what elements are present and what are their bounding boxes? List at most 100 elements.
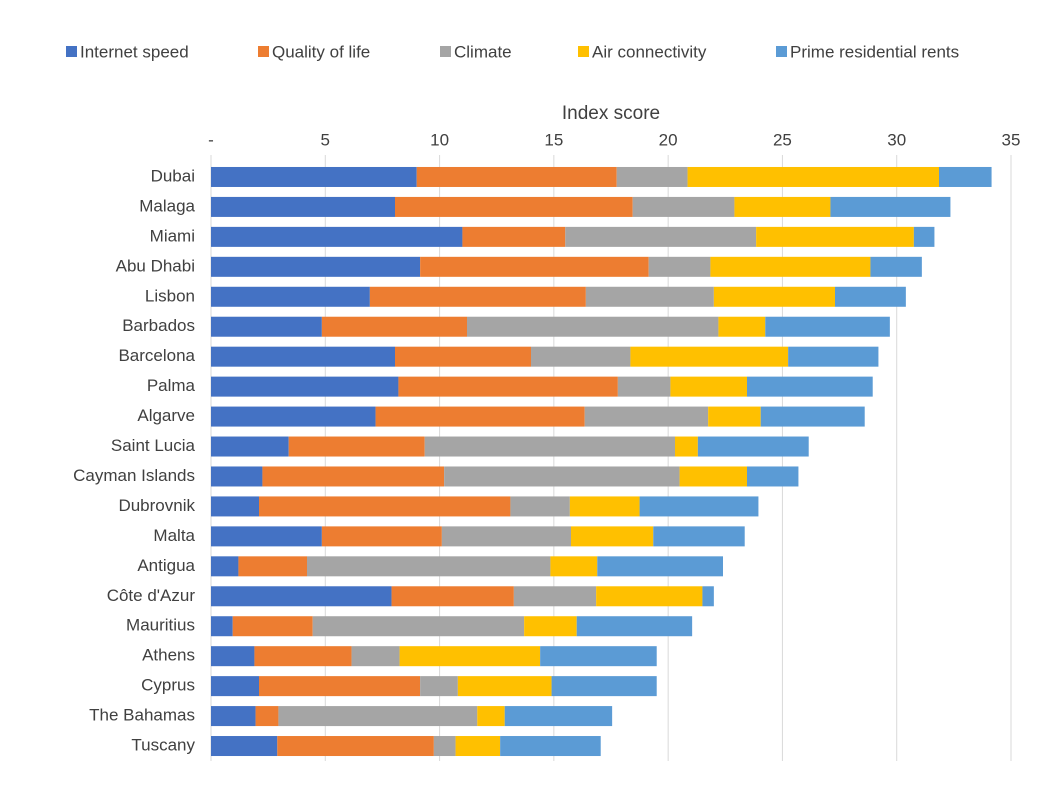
bar-segment [765,316,890,337]
bar-segment [232,616,313,637]
bar-segment [255,706,279,727]
bar-segment [211,406,376,427]
y-tick-label: Malta [153,526,195,545]
bar-segment [596,586,703,607]
bar-segment [398,376,618,397]
legend-label: Quality of life [272,42,370,61]
bar-segment [238,556,307,577]
bar-segment [444,466,680,487]
y-tick-label: Cyprus [141,676,195,695]
y-tick-label: Malaga [139,196,195,215]
legend-label: Internet speed [80,42,189,61]
bar-segment [351,646,400,667]
bar-segment [675,436,698,457]
bar-segment [734,196,831,217]
bar-segment [369,286,586,307]
bar-segment [477,706,505,727]
bar-segment [756,226,914,247]
bar-segment [211,556,239,577]
y-tick-label: Lisbon [145,286,195,305]
y-tick-label: Cayman Islands [73,466,195,485]
bar-segment [211,436,289,457]
bar-segment [211,346,395,367]
bar-segment [718,316,766,337]
bar-segment [211,286,370,307]
bar-segment [455,736,501,757]
bar-segment [500,736,601,757]
x-tick-label: 10 [430,130,449,149]
y-tick-label: Mauritius [126,616,195,635]
bar-segment [524,616,577,637]
bar-segment [531,346,631,367]
bar-segment [788,346,879,367]
bar-segment [259,496,511,517]
bar-segment [639,496,759,517]
bar-segment [540,646,657,667]
bar-segment [584,406,709,427]
bar-segment [312,616,525,637]
bar-segment [835,286,906,307]
bar-segment [399,646,541,667]
y-tick-label: Côte d'Azur [107,586,196,605]
y-tick-label: Miami [150,226,195,245]
bar-segment [565,226,757,247]
bar-segment [211,316,322,337]
bar-segment [321,526,442,547]
bar-segment [211,736,278,757]
legend-swatch [66,46,77,57]
bar-segment [697,436,809,457]
y-tick-label: Algarve [137,406,195,425]
y-tick-label: Abu Dhabi [116,256,195,275]
bar-segment [259,676,421,697]
y-tick-label: Tuscany [131,736,195,755]
bar-segment [433,736,456,757]
bar-segment [708,406,761,427]
bar-segment [597,556,723,577]
x-tick-label: 5 [321,130,330,149]
bar-segment [278,706,478,727]
bar-segment [713,286,835,307]
bar-segment [211,526,322,547]
bar-segment [321,316,467,337]
bar-segment [648,256,711,277]
bar-segment [262,466,445,487]
bar-segment [913,226,935,247]
legend-swatch [776,46,787,57]
x-tick-label: 30 [887,130,906,149]
bar-segment [617,376,671,397]
bar-segment [571,526,654,547]
bar-segment [375,406,585,427]
bar-segment [462,226,566,247]
bar-segment [307,556,551,577]
bar-segment [420,676,458,697]
bar-segment [211,586,392,607]
legend-label: Climate [454,42,512,61]
bar-segment [747,466,799,487]
bar-segment [630,346,789,367]
bar-segment [211,466,263,487]
bar-segment [939,166,992,187]
bar-segment [288,436,425,457]
bar-segment [441,526,571,547]
bar-segment [211,706,256,727]
bar-segment [710,256,871,277]
bar-segment [653,526,745,547]
y-tick-label: Dubrovnik [118,496,195,515]
y-tick-label: Antigua [137,556,195,575]
bar-segment [211,256,421,277]
bar-segment [569,496,640,517]
y-tick-label: Palma [147,376,196,395]
bar-segment [870,256,922,277]
bar-segment [424,436,675,457]
bar-segment [747,376,873,397]
bar-segment [576,616,693,637]
legend-swatch [578,46,589,57]
y-tick-label: Saint Lucia [111,436,196,455]
bar-segment [254,646,352,667]
legend-label: Prime residential rents [790,42,959,61]
bar-segment [211,226,463,247]
bar-segment [702,586,714,607]
bar-segment [211,166,417,187]
bar-segment [830,196,951,217]
